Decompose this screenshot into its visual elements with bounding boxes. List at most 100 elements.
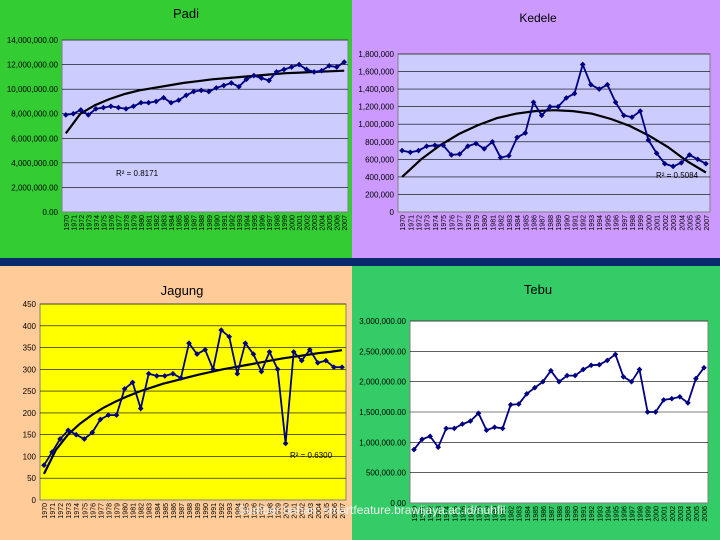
- tebu-data-point: [660, 397, 667, 403]
- tebu-data-point: [475, 410, 482, 417]
- tebu-y-tick-label: 1,000,000.00: [359, 438, 406, 447]
- kedele-plot-area: [397, 53, 711, 213]
- padi-data-point: [236, 83, 242, 90]
- tebu-y-tick-label: 2,000,000.00: [359, 378, 406, 387]
- jagung-chart-panel: Jagung 0 50 100 150 200 250 300 350 400 450 1970 197…: [0, 266, 352, 540]
- kedele-y-tick-label: 200,000: [365, 190, 394, 199]
- jagung-x-tick-label: 1974: [74, 503, 81, 519]
- padi-data-point: [115, 104, 122, 111]
- jagung-data-point: [210, 366, 216, 373]
- jagung-x-tick-label: 1987: [179, 503, 186, 519]
- kedele-x-tick-label: 1989: [556, 215, 563, 231]
- kedele-x-tick-label: 1991: [573, 215, 580, 231]
- kedele-y-tick-label: 1,400,000: [358, 85, 394, 94]
- jagung-x-tick-label: 1976: [90, 503, 97, 519]
- jagung-data-point: [282, 440, 289, 447]
- padi-y-tick-label: 4,000,000.00: [11, 159, 58, 168]
- padi-data-point: [243, 76, 250, 83]
- kedele-x-tick-label: 1986: [531, 215, 538, 231]
- kedele-x-tick-label: 1987: [540, 215, 547, 231]
- jagung-data-point: [186, 340, 192, 347]
- padi-data-point: [326, 62, 333, 69]
- padi-data-point: [108, 103, 114, 110]
- padi-x-tick-label: 1988: [199, 215, 206, 231]
- kedele-data-point: [670, 163, 676, 170]
- jagung-y-tick-label: 450: [23, 300, 37, 309]
- kedele-r-squared-label: R² = 0.5084: [656, 171, 699, 180]
- tebu-x-tick-label: 2002: [670, 506, 677, 522]
- tebu-x-tick-label: 1983: [517, 506, 524, 522]
- jagung-x-tick-label: 1971: [50, 503, 57, 519]
- kedele-data-point: [415, 147, 422, 154]
- kedele-x-tick-label: 2005: [687, 215, 694, 231]
- tebu-x-tick-label: 2005: [694, 506, 701, 522]
- jagung-data-point: [81, 436, 88, 442]
- padi-x-tick-label: 2001: [297, 215, 304, 231]
- kedele-data-point: [637, 108, 644, 114]
- tebu-data-point: [644, 409, 651, 415]
- tebu-x-tick-label: 1992: [589, 506, 596, 522]
- padi-x-tick-label: 2007: [342, 215, 349, 231]
- tebu-data-point: [531, 384, 538, 391]
- tebu-x-tick-label: 1990: [573, 506, 580, 522]
- jagung-y-tick-label: 0: [32, 496, 37, 505]
- jagung-x-tick-label: 2001: [292, 503, 299, 519]
- padi-data-point: [183, 92, 190, 99]
- padi-x-tick-label: 1983: [162, 215, 169, 231]
- tebu-data-point: [499, 425, 506, 432]
- jagung-data-point: [339, 364, 345, 371]
- tebu-data-point: [435, 444, 442, 451]
- kedele-x-tick-label: 1983: [507, 215, 514, 231]
- tebu-x-tick-label: 1975: [452, 506, 459, 522]
- padi-data-point: [228, 80, 235, 86]
- jagung-data-point: [137, 405, 144, 412]
- kedele-data-point: [678, 159, 685, 166]
- kedele-data-point: [604, 81, 611, 88]
- tebu-data-point: [685, 400, 691, 406]
- padi-chart: Padi 0.00 2,000,000.00 4,000,000.00 6,000,00…: [7, 6, 349, 231]
- kedele-data-point: [514, 134, 520, 141]
- kedele-data-point: [620, 112, 627, 119]
- tebu-x-tick-label: 1982: [509, 506, 516, 522]
- padi-data-point: [130, 103, 137, 110]
- jagung-data-point: [314, 359, 321, 366]
- tebu-data-point: [427, 433, 433, 440]
- tebu-x-tick-label: 2003: [678, 506, 685, 522]
- tebu-x-tick-label: 1972: [428, 506, 435, 522]
- tebu-x-tick-label: 1996: [621, 506, 628, 522]
- padi-x-tick-label: 1996: [259, 215, 266, 231]
- jagung-x-tick-label: 1982: [139, 503, 146, 519]
- jagung-x-tick-label: 1981: [131, 503, 138, 519]
- kedele-x-tick-label: 2000: [646, 215, 653, 231]
- tebu-x-tick-label: 1986: [541, 506, 548, 522]
- padi-x-tick-label: 1979: [132, 215, 139, 231]
- padi-x-tick-label: 1971: [71, 215, 78, 231]
- tebu-x-tick-label: 2001: [662, 506, 669, 522]
- tebu-data-point: [451, 425, 458, 432]
- jagung-x-tick-label: 1979: [115, 503, 122, 519]
- jagung-x-tick-label: 1998: [268, 503, 275, 519]
- padi-data-point: [333, 64, 340, 70]
- padi-r-squared-label: R² = 0.8171: [116, 169, 159, 178]
- kedele-y-tick-label: 1,200,000: [358, 103, 394, 112]
- padi-chart-title: Padi: [173, 6, 199, 21]
- jagung-y-tick-label: 100: [23, 452, 37, 461]
- padi-data-point: [190, 88, 197, 95]
- jagung-data-point: [113, 412, 120, 418]
- jagung-x-tick-label: 2002: [300, 503, 307, 519]
- kedele-x-tick-label: 1973: [425, 215, 432, 231]
- padi-x-tick-label: 2000: [290, 215, 297, 231]
- jagung-x-tick-label: 1994: [235, 503, 242, 519]
- tebu-chart: Tebu 0.00 500,000.00 1,000,000.00 1,500,000.…: [359, 282, 709, 522]
- jagung-x-tick-label: 1983: [147, 503, 154, 519]
- padi-x-tick-label: 1986: [184, 215, 191, 231]
- padi-x-tick-label: 1984: [169, 215, 176, 231]
- jagung-data-point: [73, 431, 80, 438]
- kedele-x-tick-label: 2001: [655, 215, 662, 231]
- jagung-x-tick-label: 1996: [251, 503, 258, 519]
- tebu-x-tick-label: 1995: [613, 506, 620, 522]
- tebu-data-point: [483, 427, 490, 434]
- padi-y-tick-label: 2,000,000.00: [11, 183, 58, 192]
- kedele-y-tick-label: 400,000: [365, 173, 394, 182]
- kedele-x-tick-label: 1970: [400, 215, 407, 231]
